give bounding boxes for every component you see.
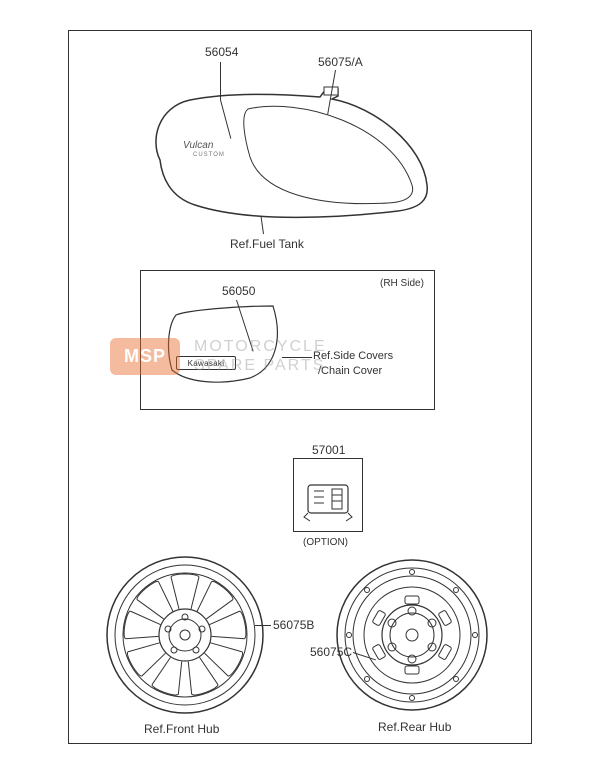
leader: [220, 62, 221, 100]
option-label: (OPTION): [303, 537, 348, 548]
fuel-tank-drawing: [140, 85, 435, 230]
rear-wheel-drawing: [335, 558, 489, 712]
tank-badge-sub: CUSTOM: [193, 152, 225, 158]
ref-side-covers-2: /Chain Cover: [318, 365, 382, 377]
ref-front-hub: Ref.Front Hub: [144, 722, 219, 736]
callout-57001: 57001: [312, 443, 345, 457]
callout-56075b: 56075B: [273, 618, 314, 632]
leader: [282, 357, 312, 358]
callout-56050: 56050: [222, 284, 255, 298]
leader: [255, 625, 271, 626]
callout-56075c: 56075C: [310, 645, 352, 659]
side-cover-drawing: [158, 300, 288, 395]
ref-fuel-tank: Ref.Fuel Tank: [230, 237, 304, 251]
ref-rear-hub: Ref.Rear Hub: [378, 720, 451, 734]
kawasaki-badge: Kawasaki: [176, 356, 236, 370]
callout-56075a: 56075/A: [318, 55, 363, 69]
tool-drawing: [300, 475, 356, 525]
callout-56054: 56054: [205, 45, 238, 59]
tank-badge-text: Vulcan: [183, 140, 213, 151]
front-wheel-drawing: [105, 555, 265, 715]
ref-side-covers-1: Ref.Side Covers: [313, 350, 393, 362]
rh-side-label: (RH Side): [380, 278, 424, 289]
